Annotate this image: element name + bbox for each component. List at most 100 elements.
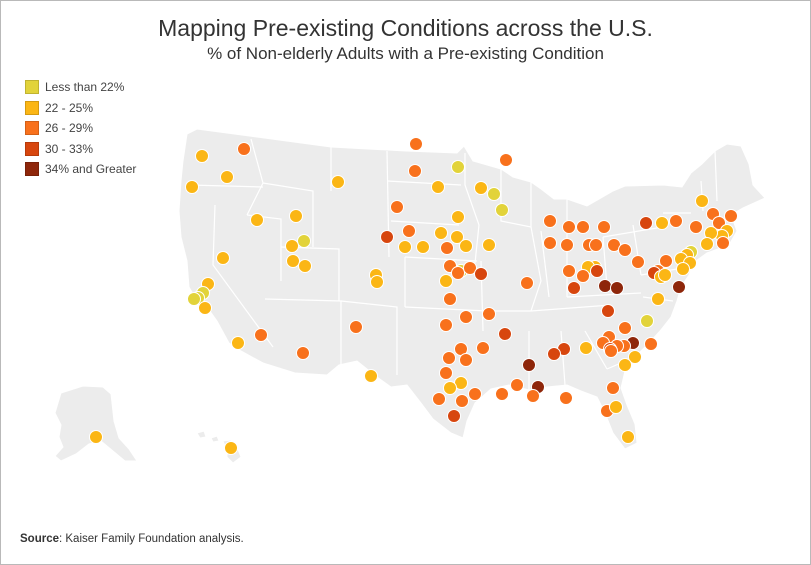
district-dot[interactable] xyxy=(655,216,669,230)
district-dot[interactable] xyxy=(463,261,477,275)
district-dot[interactable] xyxy=(495,387,509,401)
district-dot[interactable] xyxy=(443,292,457,306)
district-dot[interactable] xyxy=(298,259,312,273)
district-dot[interactable] xyxy=(559,391,573,405)
district-dot[interactable] xyxy=(724,209,738,223)
district-dot[interactable] xyxy=(498,327,512,341)
district-dot[interactable] xyxy=(431,180,445,194)
district-dot[interactable] xyxy=(198,301,212,315)
district-dot[interactable] xyxy=(364,369,378,383)
district-dot[interactable] xyxy=(195,149,209,163)
district-dot[interactable] xyxy=(459,239,473,253)
district-dot[interactable] xyxy=(669,214,683,228)
district-dot[interactable] xyxy=(331,175,345,189)
district-dot[interactable] xyxy=(286,254,300,268)
district-dot[interactable] xyxy=(408,164,422,178)
district-dot[interactable] xyxy=(604,344,618,358)
district-dot[interactable] xyxy=(451,160,465,174)
district-dot[interactable] xyxy=(597,220,611,234)
legend-item-22-25[interactable]: 22 - 25% xyxy=(25,98,136,119)
district-dot[interactable] xyxy=(526,389,540,403)
district-dot[interactable] xyxy=(289,209,303,223)
district-dot[interactable] xyxy=(455,394,469,408)
district-dot[interactable] xyxy=(482,238,496,252)
district-dot[interactable] xyxy=(576,220,590,234)
district-dot[interactable] xyxy=(487,187,501,201)
district-dot[interactable] xyxy=(439,366,453,380)
district-dot[interactable] xyxy=(390,200,404,214)
district-dot[interactable] xyxy=(598,279,612,293)
district-dot[interactable] xyxy=(451,266,465,280)
district-dot[interactable] xyxy=(631,255,645,269)
district-dot[interactable] xyxy=(476,341,490,355)
district-dot[interactable] xyxy=(185,180,199,194)
district-dot[interactable] xyxy=(716,236,730,250)
district-dot[interactable] xyxy=(658,268,672,282)
district-dot[interactable] xyxy=(443,381,457,395)
legend-item-30-33[interactable]: 30 - 33% xyxy=(25,139,136,160)
district-dot[interactable] xyxy=(560,238,574,252)
district-dot[interactable] xyxy=(618,358,632,372)
district-dot[interactable] xyxy=(459,353,473,367)
district-dot[interactable] xyxy=(520,276,534,290)
district-dot[interactable] xyxy=(618,321,632,335)
district-dot[interactable] xyxy=(499,153,513,167)
district-dot[interactable] xyxy=(651,292,665,306)
district-dot[interactable] xyxy=(474,267,488,281)
district-dot[interactable] xyxy=(216,251,230,265)
district-dot[interactable] xyxy=(640,314,654,328)
district-dot[interactable] xyxy=(689,220,703,234)
district-dot[interactable] xyxy=(459,310,473,324)
district-dot[interactable] xyxy=(442,351,456,365)
district-dot[interactable] xyxy=(416,240,430,254)
district-dot[interactable] xyxy=(451,210,465,224)
district-dot[interactable] xyxy=(590,264,604,278)
district-dot[interactable] xyxy=(450,230,464,244)
district-dot[interactable] xyxy=(231,336,245,350)
district-dot[interactable] xyxy=(589,238,603,252)
district-dot[interactable] xyxy=(522,358,536,372)
district-dot[interactable] xyxy=(543,236,557,250)
district-dot[interactable] xyxy=(610,281,624,295)
district-dot[interactable] xyxy=(220,170,234,184)
district-dot[interactable] xyxy=(676,262,690,276)
district-dot[interactable] xyxy=(562,220,576,234)
district-dot[interactable] xyxy=(432,392,446,406)
district-dot[interactable] xyxy=(402,224,416,238)
district-dot[interactable] xyxy=(224,441,238,455)
district-dot[interactable] xyxy=(567,281,581,295)
district-dot[interactable] xyxy=(621,430,635,444)
district-dot[interactable] xyxy=(618,243,632,257)
district-dot[interactable] xyxy=(89,430,103,444)
district-dot[interactable] xyxy=(285,239,299,253)
district-dot[interactable] xyxy=(250,213,264,227)
district-dot[interactable] xyxy=(672,280,686,294)
district-dot[interactable] xyxy=(628,350,642,364)
district-dot[interactable] xyxy=(398,240,412,254)
district-dot[interactable] xyxy=(609,400,623,414)
district-dot[interactable] xyxy=(468,387,482,401)
district-dot[interactable] xyxy=(237,142,251,156)
district-dot[interactable] xyxy=(562,264,576,278)
district-dot[interactable] xyxy=(254,328,268,342)
district-dot[interactable] xyxy=(440,241,454,255)
district-dot[interactable] xyxy=(601,304,615,318)
district-dot[interactable] xyxy=(547,347,561,361)
district-dot[interactable] xyxy=(495,203,509,217)
district-dot[interactable] xyxy=(482,307,496,321)
district-dot[interactable] xyxy=(434,226,448,240)
legend-item-lt22[interactable]: Less than 22% xyxy=(25,77,136,98)
district-dot[interactable] xyxy=(296,346,310,360)
district-dot[interactable] xyxy=(474,181,488,195)
district-dot[interactable] xyxy=(695,194,709,208)
district-dot[interactable] xyxy=(439,318,453,332)
district-dot[interactable] xyxy=(576,269,590,283)
district-dot[interactable] xyxy=(187,292,201,306)
legend-item-26-29[interactable]: 26 - 29% xyxy=(25,118,136,139)
district-dot[interactable] xyxy=(380,230,394,244)
district-dot[interactable] xyxy=(349,320,363,334)
district-dot[interactable] xyxy=(606,381,620,395)
district-dot[interactable] xyxy=(370,275,384,289)
district-dot[interactable] xyxy=(700,237,714,251)
district-dot[interactable] xyxy=(510,378,524,392)
